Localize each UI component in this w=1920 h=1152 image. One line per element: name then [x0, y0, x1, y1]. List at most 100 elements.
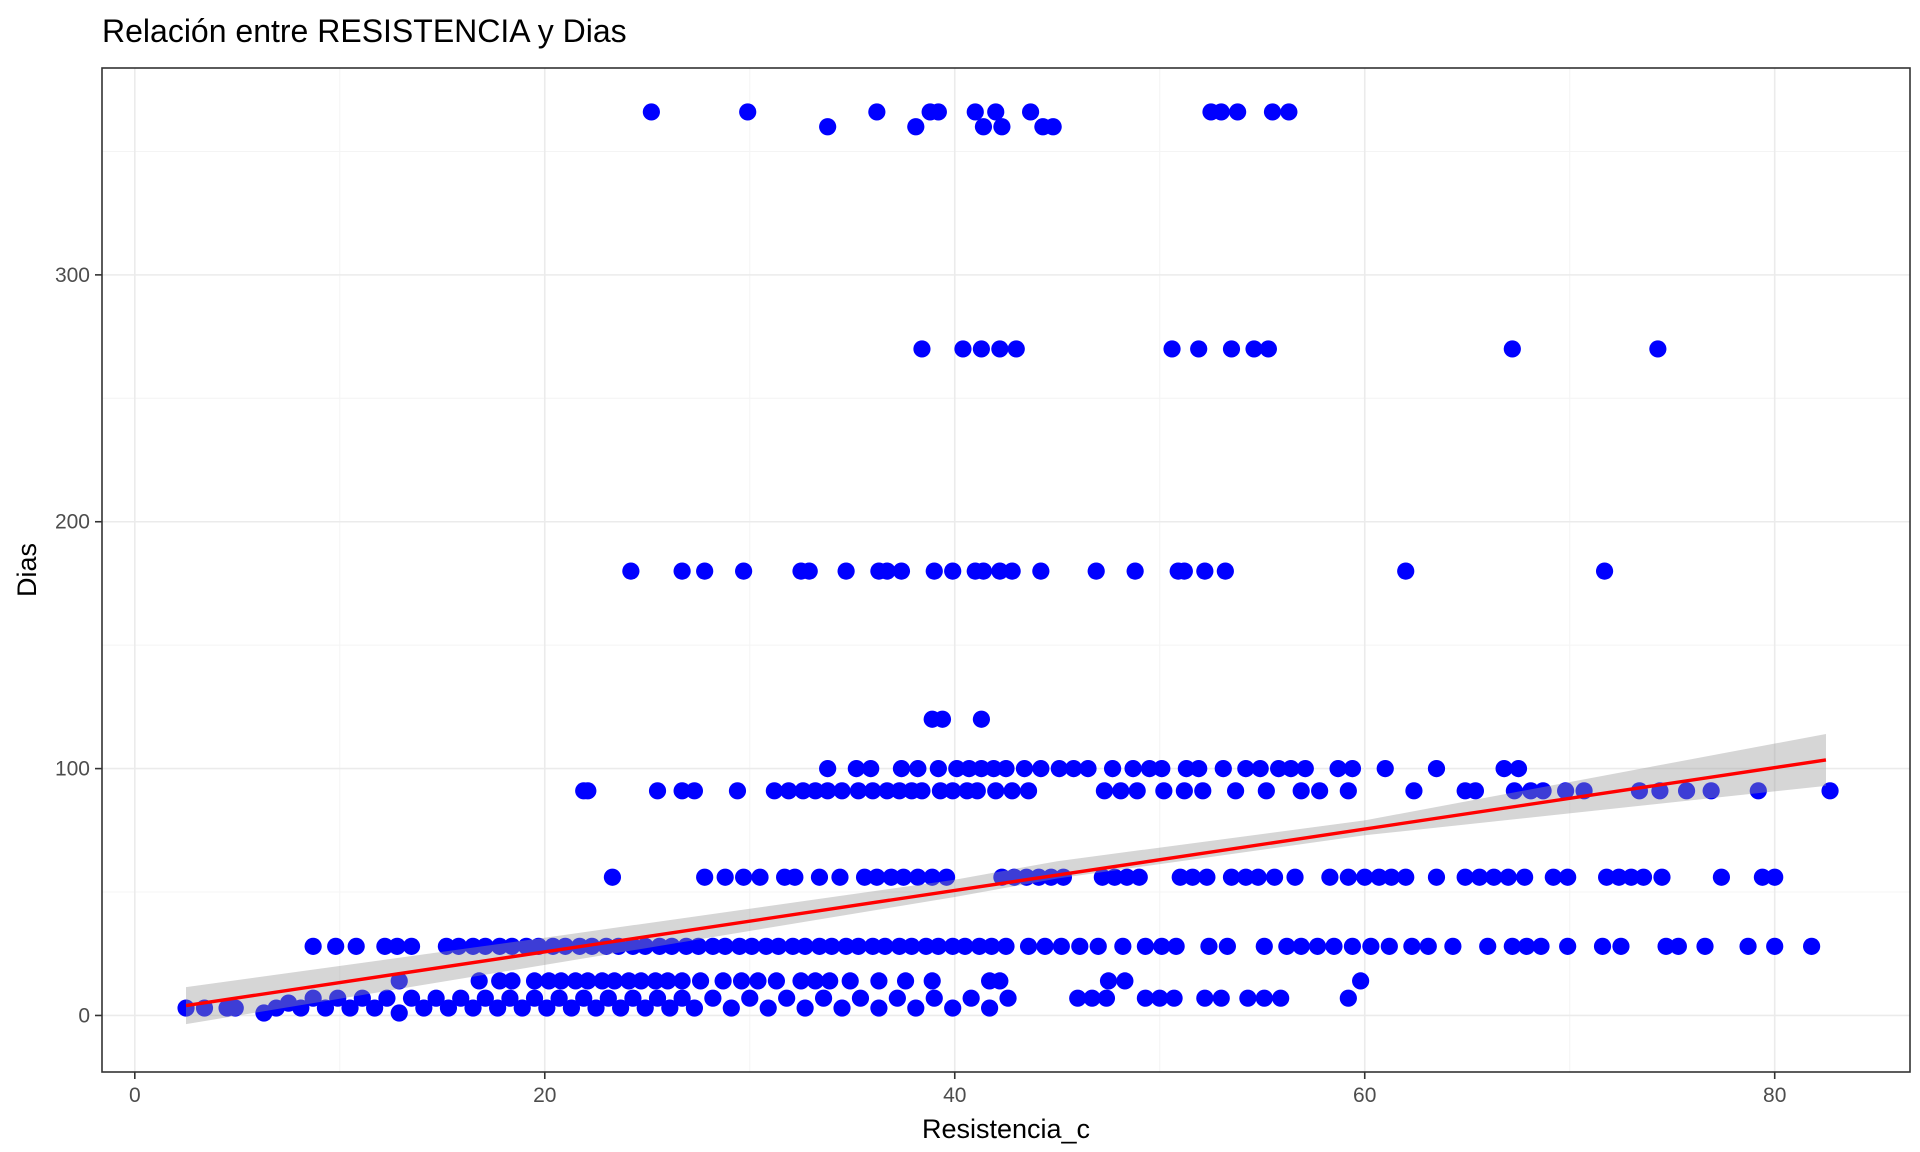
- fit-line-layer: [185, 758, 1827, 1008]
- plot-panel: [101, 67, 1911, 1073]
- scatter-point: [1419, 937, 1437, 955]
- scatter-point: [1499, 868, 1517, 886]
- scatter-point: [1292, 937, 1310, 955]
- scatter-point: [636, 999, 654, 1017]
- x-tick-label: 0: [129, 1084, 141, 1107]
- y-axis-title: Dias: [12, 543, 42, 597]
- scatter-point: [663, 937, 681, 955]
- scatter-point: [1397, 562, 1415, 580]
- scatter-point: [864, 782, 882, 800]
- scatter-point: [929, 937, 947, 955]
- scatter-point: [1427, 760, 1446, 778]
- scatter-point: [646, 972, 665, 990]
- chart-title: Relación entre RESISTENCIA y Dias: [102, 13, 627, 49]
- scatter-point: [624, 989, 642, 1007]
- scatter-point: [648, 989, 667, 1007]
- scatter-point: [624, 937, 642, 955]
- scatter-point: [1222, 340, 1241, 358]
- scatter-point: [1343, 760, 1362, 778]
- scatter-point: [1702, 782, 1720, 800]
- scatter-point: [974, 562, 993, 580]
- scatter-point: [1083, 989, 1101, 1007]
- scatter-point: [1019, 782, 1038, 800]
- scatter-point: [1255, 989, 1273, 1007]
- scatter-point: [1503, 340, 1521, 358]
- scatter-point: [1212, 103, 1230, 121]
- scatter-point: [489, 999, 507, 1017]
- scatter-point: [1249, 868, 1267, 886]
- scatter-point: [316, 999, 335, 1017]
- x-axis: 0 20 40 60 80: [129, 1072, 1786, 1107]
- scatter-point: [849, 937, 868, 955]
- scatter-point: [304, 989, 322, 1007]
- x-axis-title: Resistencia_c: [922, 1114, 1090, 1144]
- scatter-point: [800, 562, 818, 580]
- scatter-point: [1370, 868, 1388, 886]
- scatter-point: [1140, 760, 1159, 778]
- scatter-point: [1753, 868, 1772, 886]
- scatter-point: [1116, 972, 1134, 990]
- scatter-point: [388, 937, 406, 955]
- scatter-point: [1403, 937, 1421, 955]
- scatter-point: [1380, 937, 1398, 955]
- scatter-point: [1163, 340, 1181, 358]
- scatter-point: [1069, 989, 1087, 1007]
- scatter-point: [1339, 868, 1357, 886]
- scatter-point: [823, 937, 841, 955]
- scatter-point: [704, 937, 722, 955]
- y-tick-label: 100: [55, 758, 90, 781]
- x-tick-label: 20: [533, 1084, 556, 1107]
- scatter-point: [1095, 782, 1113, 800]
- scatter-point: [855, 868, 874, 886]
- scatter-point: [550, 989, 568, 1007]
- scatter-point: [983, 937, 1001, 955]
- scatter-point: [1124, 760, 1142, 778]
- scatter-point: [1151, 989, 1169, 1007]
- scatter-point: [1343, 937, 1362, 955]
- scatter-point: [968, 782, 986, 800]
- scatter-point: [784, 937, 802, 955]
- scatter-point: [1405, 782, 1423, 800]
- scatter-point: [1669, 937, 1687, 955]
- scatter-point: [821, 972, 839, 990]
- scatter-point: [716, 937, 734, 955]
- scatter-point: [1099, 972, 1118, 990]
- scatter-point: [1212, 989, 1230, 1007]
- scatter-point: [1183, 868, 1202, 886]
- scatter-point: [923, 868, 941, 886]
- scatter-point: [909, 868, 927, 886]
- scatter-point: [575, 989, 593, 1007]
- scatter-point: [327, 937, 345, 955]
- scatter-point: [450, 937, 468, 955]
- scatter-point: [780, 782, 798, 800]
- x-tick-label: 80: [1763, 1084, 1786, 1107]
- scatter-point: [1272, 989, 1290, 1007]
- scatter-point: [661, 999, 679, 1017]
- scatter-point: [931, 782, 950, 800]
- scatter-point: [612, 999, 630, 1017]
- scatter-point: [1622, 868, 1640, 886]
- scatter-point: [1198, 868, 1216, 886]
- y-tick-label: 200: [55, 511, 90, 534]
- scatter-point: [1218, 937, 1236, 955]
- scatter-point: [1696, 937, 1714, 955]
- scatter-point: [1321, 868, 1339, 886]
- scatter-point: [929, 103, 947, 121]
- scatter-point: [427, 989, 445, 1007]
- scatter-point: [673, 782, 691, 800]
- scatter-point: [525, 989, 544, 1007]
- scatter-point: [579, 972, 597, 990]
- scatter-point: [402, 937, 421, 955]
- scatter-point: [593, 972, 611, 990]
- scatter-point: [944, 999, 962, 1017]
- scatter-point: [716, 868, 734, 886]
- scatter-point: [1593, 937, 1612, 955]
- scatter-point: [1015, 760, 1034, 778]
- scatter-point: [1114, 937, 1132, 955]
- scatter-point: [1087, 562, 1105, 580]
- scatter-point: [1427, 868, 1446, 886]
- scatter-point: [966, 103, 984, 121]
- scatter-point: [1444, 937, 1462, 955]
- scatter-point: [642, 103, 660, 121]
- scatter-point: [868, 868, 886, 886]
